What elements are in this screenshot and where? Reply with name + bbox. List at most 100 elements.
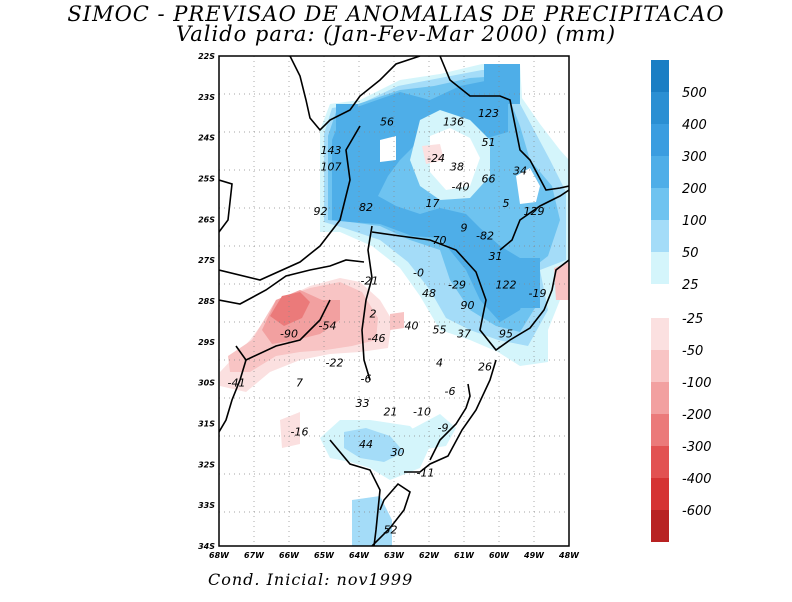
anomaly-value: -16 [291, 426, 309, 439]
colorbar-label: 25 [682, 278, 699, 293]
anomaly-value: 52 [384, 524, 398, 537]
map-frame [218, 55, 570, 547]
colorbar-label: -100 [682, 376, 712, 391]
longitude-label: 60W [489, 551, 510, 560]
anomaly-value: 123 [478, 107, 499, 120]
anomaly-value: 37 [457, 328, 471, 341]
longitude-label: 68W [209, 551, 230, 560]
anomaly-value: 38 [450, 160, 464, 173]
latitude-tick-labels: 22S 23S 24S 25S 26S 27S 28S 29S 30S 31S 32S 33S 34S [198, 52, 215, 551]
anomaly-value: -29 [448, 279, 466, 292]
map-title-line1: SIMOC - PREVISAO DE ANOMALIAS DE PRECIPI… [67, 2, 725, 26]
anomaly-value: 40 [405, 320, 419, 333]
latitude-label: 22S [198, 52, 215, 61]
anomaly-value: -82 [476, 230, 494, 243]
colorbar-swatch [651, 318, 669, 350]
latitude-label: 24S [198, 134, 215, 143]
colorbar-swatch [651, 252, 669, 284]
political-boundaries [219, 56, 569, 546]
anomaly-value: -41 [228, 377, 246, 390]
colorbar-label: -300 [682, 440, 712, 455]
graticule [219, 56, 569, 546]
colorbar-label: 50 [682, 246, 699, 261]
longitude-label: 66W [279, 551, 300, 560]
longitude-label: 61W [454, 551, 475, 560]
colorbar-swatch [651, 478, 669, 510]
map-title-line2: Valido para: (Jan-Fev-Mar 2000) (mm) [175, 22, 617, 46]
longitude-label: 65W [314, 551, 335, 560]
anomaly-value: 95 [499, 328, 513, 341]
anomaly-value: 21 [384, 405, 398, 418]
latitude-label: 28S [198, 297, 215, 306]
latitude-label: 32S [198, 460, 215, 469]
anomaly-value: -6 [445, 385, 456, 398]
anomaly-value: -24 [427, 152, 445, 165]
colorbar-swatch [651, 124, 669, 156]
initial-condition-label: Cond. Inicial: nov1999 [208, 570, 414, 589]
longitude-tick-labels: 68W 67W 66W 65W 64W 63W 62W 61W 60W 49W 48W [209, 551, 580, 560]
latitude-label: 34S [198, 542, 215, 551]
anomaly-value: 34 [513, 164, 527, 177]
anomaly-value: 82 [359, 201, 373, 214]
colorbar-positive: 500 400 300 200 100 50 25 [651, 60, 707, 293]
colorbar-label: 500 [682, 86, 707, 101]
anomaly-value: 122 [496, 279, 517, 292]
colorbar-label: -200 [682, 408, 712, 423]
colorbar-label: 200 [682, 182, 707, 197]
latitude-label: 25S [198, 175, 215, 184]
colorbar-label: -25 [682, 312, 703, 327]
latitude-label: 31S [198, 420, 215, 429]
colorbar-label: 300 [682, 150, 707, 165]
anomaly-value: 143 [321, 144, 342, 157]
anomaly-value: 31 [489, 250, 503, 263]
anomaly-value: 2 [370, 307, 377, 320]
colorbar-label: 100 [682, 214, 707, 229]
anomaly-value: 7 [296, 377, 303, 390]
colorbar-swatch [651, 446, 669, 478]
longitude-label: 67W [244, 551, 265, 560]
colorbar-label: 400 [682, 118, 707, 133]
longitude-label: 49W [523, 551, 545, 560]
colorbar-swatch [651, 350, 669, 382]
colorbar-swatch [651, 60, 669, 92]
anomaly-value: 136 [443, 115, 464, 128]
anomaly-value: -9 [438, 422, 449, 435]
anomaly-value: 56 [380, 115, 394, 128]
anomaly-value: 9 [461, 222, 468, 235]
anomaly-value: 66 [482, 173, 496, 186]
longitude-label: 48W [558, 551, 580, 560]
anomaly-value: -0 [413, 266, 424, 279]
anomaly-value: 129 [524, 205, 545, 218]
colorbar-label: -600 [682, 504, 712, 519]
longitude-label: 62W [419, 551, 440, 560]
longitude-label: 63W [384, 551, 405, 560]
anomaly-value: 5 [503, 197, 510, 210]
anomaly-value: 107 [321, 160, 342, 173]
anomaly-value: 44 [359, 438, 373, 451]
anomaly-value: -90 [280, 328, 298, 341]
colorbar-swatch [651, 156, 669, 188]
colorbar-swatch [651, 188, 669, 220]
anomaly-value: 33 [356, 397, 370, 410]
latitude-label: 27S [198, 256, 215, 265]
latitude-label: 29S [198, 338, 215, 347]
anomaly-value: 4 [436, 356, 443, 369]
colorbar-swatch [651, 382, 669, 414]
anomaly-value: 90 [461, 299, 475, 312]
anomaly-value: -54 [319, 320, 337, 333]
anomaly-value: 51 [482, 136, 496, 149]
anomaly-value: -21 [361, 275, 379, 288]
anomaly-value: 26 [478, 360, 492, 373]
colorbar-swatch [651, 220, 669, 252]
latitude-label: 30S [198, 379, 215, 388]
latitude-label: 33S [198, 501, 215, 510]
latitude-label: 26S [198, 215, 215, 224]
anomaly-value: 30 [391, 446, 405, 459]
anomaly-value: -11 [417, 467, 435, 480]
anomaly-value: -10 [413, 405, 431, 418]
longitude-label: 64W [349, 551, 370, 560]
anomaly-value: 17 [426, 197, 440, 210]
anomaly-value: -22 [326, 356, 344, 369]
